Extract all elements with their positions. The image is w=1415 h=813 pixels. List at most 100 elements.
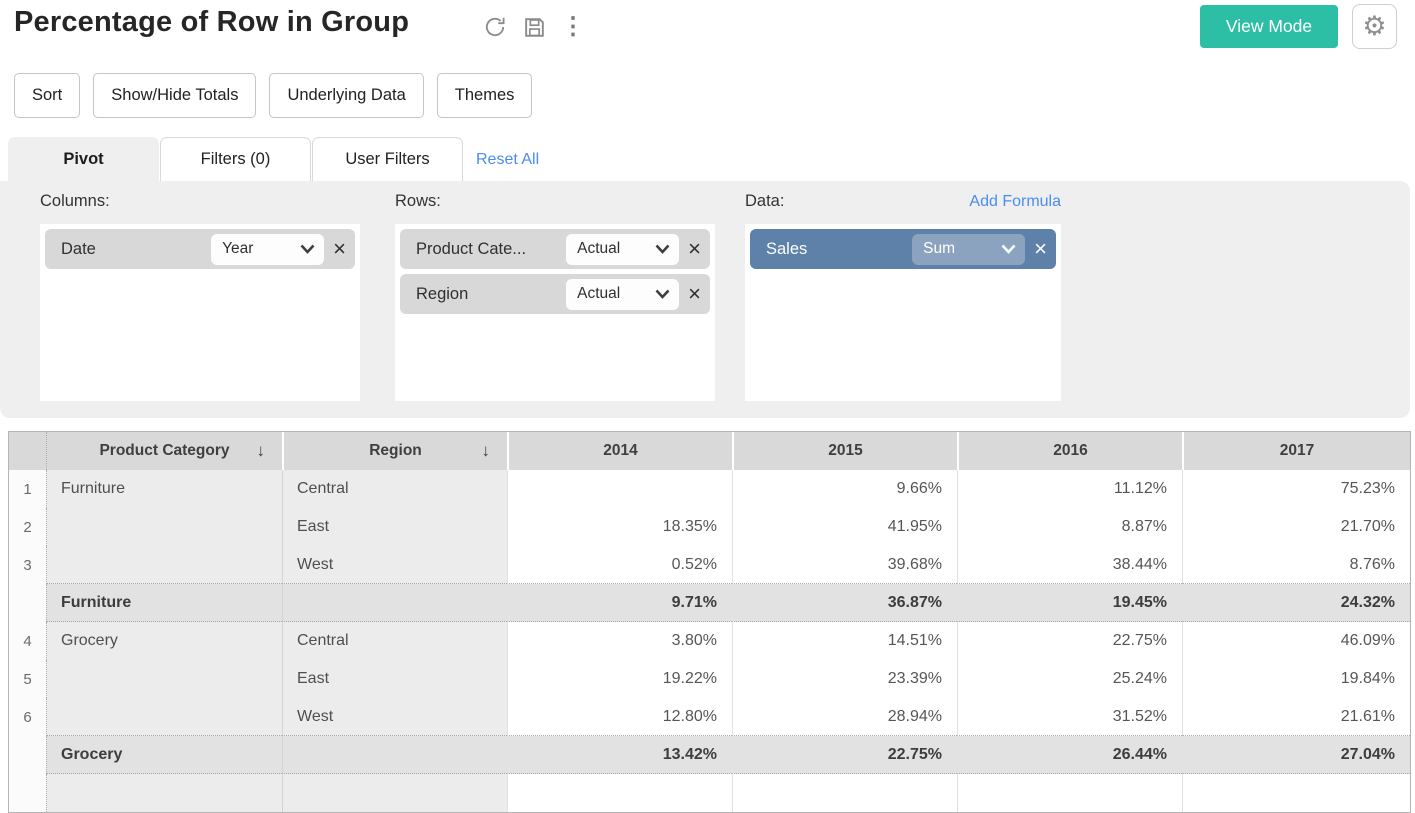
cell-value-2014: 12.80% xyxy=(507,698,732,736)
chevron-down-icon xyxy=(655,244,670,254)
field-chip-region[interactable]: Region Actual × xyxy=(400,274,710,314)
cell-value-2014: 9.71% xyxy=(507,584,732,622)
aggregation-value: Actual xyxy=(577,240,655,258)
cell-value-2017: 24.32% xyxy=(1182,584,1410,622)
field-name: Date xyxy=(61,240,211,259)
table-row: 2East18.35%41.95%8.87%21.70% xyxy=(9,508,1410,546)
remove-field-icon[interactable]: × xyxy=(333,238,346,260)
header-2014[interactable]: 2014 xyxy=(507,432,732,470)
aggregation-dropdown[interactable]: Year xyxy=(211,234,324,265)
table-total-row: Furniture9.71%36.87%19.45%24.32% xyxy=(9,584,1410,622)
field-chip-sales[interactable]: Sales Sum × xyxy=(750,229,1056,269)
header-region[interactable]: Region ↓ xyxy=(282,432,507,470)
aggregation-dropdown[interactable]: Actual xyxy=(566,279,679,310)
cell-value-2017: 75.23% xyxy=(1182,470,1410,508)
cell-product-category: Furniture xyxy=(46,584,282,622)
rows-dropzone[interactable]: Product Cate... Actual × Region Actual × xyxy=(395,224,715,401)
row-number: 4 xyxy=(9,622,46,660)
add-formula-link[interactable]: Add Formula xyxy=(969,193,1061,211)
cell-product-category xyxy=(46,508,282,546)
rows-zone-label: Rows: xyxy=(395,192,441,211)
cell-value-2015: 22.75% xyxy=(732,736,957,774)
sort-descending-icon[interactable]: ↓ xyxy=(257,441,266,461)
data-zone-label: Data: xyxy=(745,192,784,211)
remove-field-icon[interactable]: × xyxy=(688,283,701,305)
kebab-menu-icon[interactable]: ⋮ xyxy=(560,14,586,40)
chevron-down-icon xyxy=(300,244,315,254)
header-product-category[interactable]: Product Category ↓ xyxy=(46,432,282,470)
row-number: 1 xyxy=(9,470,46,508)
aggregation-dropdown[interactable]: Actual xyxy=(566,234,679,265)
cell-value-2017: 21.61% xyxy=(1182,698,1410,736)
tab-filters[interactable]: Filters (0) xyxy=(160,137,311,182)
sort-button[interactable]: Sort xyxy=(14,73,80,118)
pivot-table: Product Category ↓ Region ↓ 2014 2015 20… xyxy=(8,431,1411,813)
field-chip-product-category[interactable]: Product Cate... Actual × xyxy=(400,229,710,269)
aggregation-dropdown[interactable]: Sum xyxy=(912,234,1025,265)
pivot-config-panel: Columns: Rows: Data: Add Formula Date Ye… xyxy=(0,181,1410,418)
cell-value-2016: 31.52% xyxy=(957,698,1182,736)
header-corner xyxy=(9,432,46,470)
show-hide-totals-button[interactable]: Show/Hide Totals xyxy=(93,73,256,118)
row-number: 3 xyxy=(9,546,46,584)
row-number: 5 xyxy=(9,660,46,698)
gear-icon: ⚙ xyxy=(1362,13,1386,40)
cell-value-2016: 22.75% xyxy=(957,622,1182,660)
tab-user-filters[interactable]: User Filters xyxy=(312,137,463,182)
cell-value-2017: 21.70% xyxy=(1182,508,1410,546)
header-2017[interactable]: 2017 xyxy=(1182,432,1410,470)
cell-product-category: Grocery xyxy=(46,622,282,660)
row-number: 2 xyxy=(9,508,46,546)
settings-button[interactable]: ⚙ xyxy=(1352,4,1397,49)
field-name: Region xyxy=(416,285,566,304)
cell-value-2016: 26.44% xyxy=(957,736,1182,774)
chevron-down-icon xyxy=(655,289,670,299)
field-name: Sales xyxy=(766,240,912,259)
columns-dropzone[interactable]: Date Year × xyxy=(40,224,360,401)
aggregation-value: Actual xyxy=(577,285,655,303)
app-canvas: Percentage of Row in Group ⋮ View Mode ⚙… xyxy=(0,0,1415,780)
field-name: Product Cate... xyxy=(416,240,566,259)
header-2015[interactable]: 2015 xyxy=(732,432,957,470)
table-header-row: Product Category ↓ Region ↓ 2014 2015 20… xyxy=(9,432,1410,470)
page-title: Percentage of Row in Group xyxy=(14,6,409,39)
cell-region: East xyxy=(282,508,507,546)
row-number xyxy=(9,736,46,774)
refresh-icon[interactable] xyxy=(482,14,508,40)
cell-region: West xyxy=(282,698,507,736)
row-number xyxy=(9,584,46,622)
field-chip-date[interactable]: Date Year × xyxy=(45,229,355,269)
cell-value-2016: 11.12% xyxy=(957,470,1182,508)
cell-region: Central xyxy=(282,470,507,508)
view-mode-button[interactable]: View Mode xyxy=(1200,5,1338,48)
header-label: Region xyxy=(369,442,422,460)
cell-value-2016: 8.87% xyxy=(957,508,1182,546)
cell-value-2015: 14.51% xyxy=(732,622,957,660)
columns-zone-label: Columns: xyxy=(40,192,110,211)
cell-value-2015: 28.94% xyxy=(732,698,957,736)
cell-value-2015: 36.87% xyxy=(732,584,957,622)
table-row: 4GroceryCentral3.80%14.51%22.75%46.09% xyxy=(9,622,1410,660)
data-dropzone[interactable]: Sales Sum × xyxy=(745,224,1061,401)
save-icon[interactable] xyxy=(521,14,547,40)
cell-value-2014: 13.42% xyxy=(507,736,732,774)
header-2016[interactable]: 2016 xyxy=(957,432,1182,470)
themes-button[interactable]: Themes xyxy=(437,73,533,118)
chevron-down-icon xyxy=(1001,244,1016,254)
table-row: 6West12.80%28.94%31.52%21.61% xyxy=(9,698,1410,736)
reset-all-link[interactable]: Reset All xyxy=(476,151,539,169)
remove-field-icon[interactable]: × xyxy=(688,238,701,260)
tab-pivot[interactable]: Pivot xyxy=(8,137,159,182)
cell-product-category xyxy=(46,698,282,736)
cell-region: West xyxy=(282,546,507,584)
remove-field-icon[interactable]: × xyxy=(1034,238,1047,260)
sort-descending-icon[interactable]: ↓ xyxy=(482,441,491,461)
cell-region: Central xyxy=(282,622,507,660)
cell-value-2017: 46.09% xyxy=(1182,622,1410,660)
cell-value-2015: 23.39% xyxy=(732,660,957,698)
cell-region: East xyxy=(282,660,507,698)
cell-value-2015: 9.66% xyxy=(732,470,957,508)
cell-value-2017: 8.76% xyxy=(1182,546,1410,584)
cell-region xyxy=(282,584,507,622)
underlying-data-button[interactable]: Underlying Data xyxy=(269,73,423,118)
